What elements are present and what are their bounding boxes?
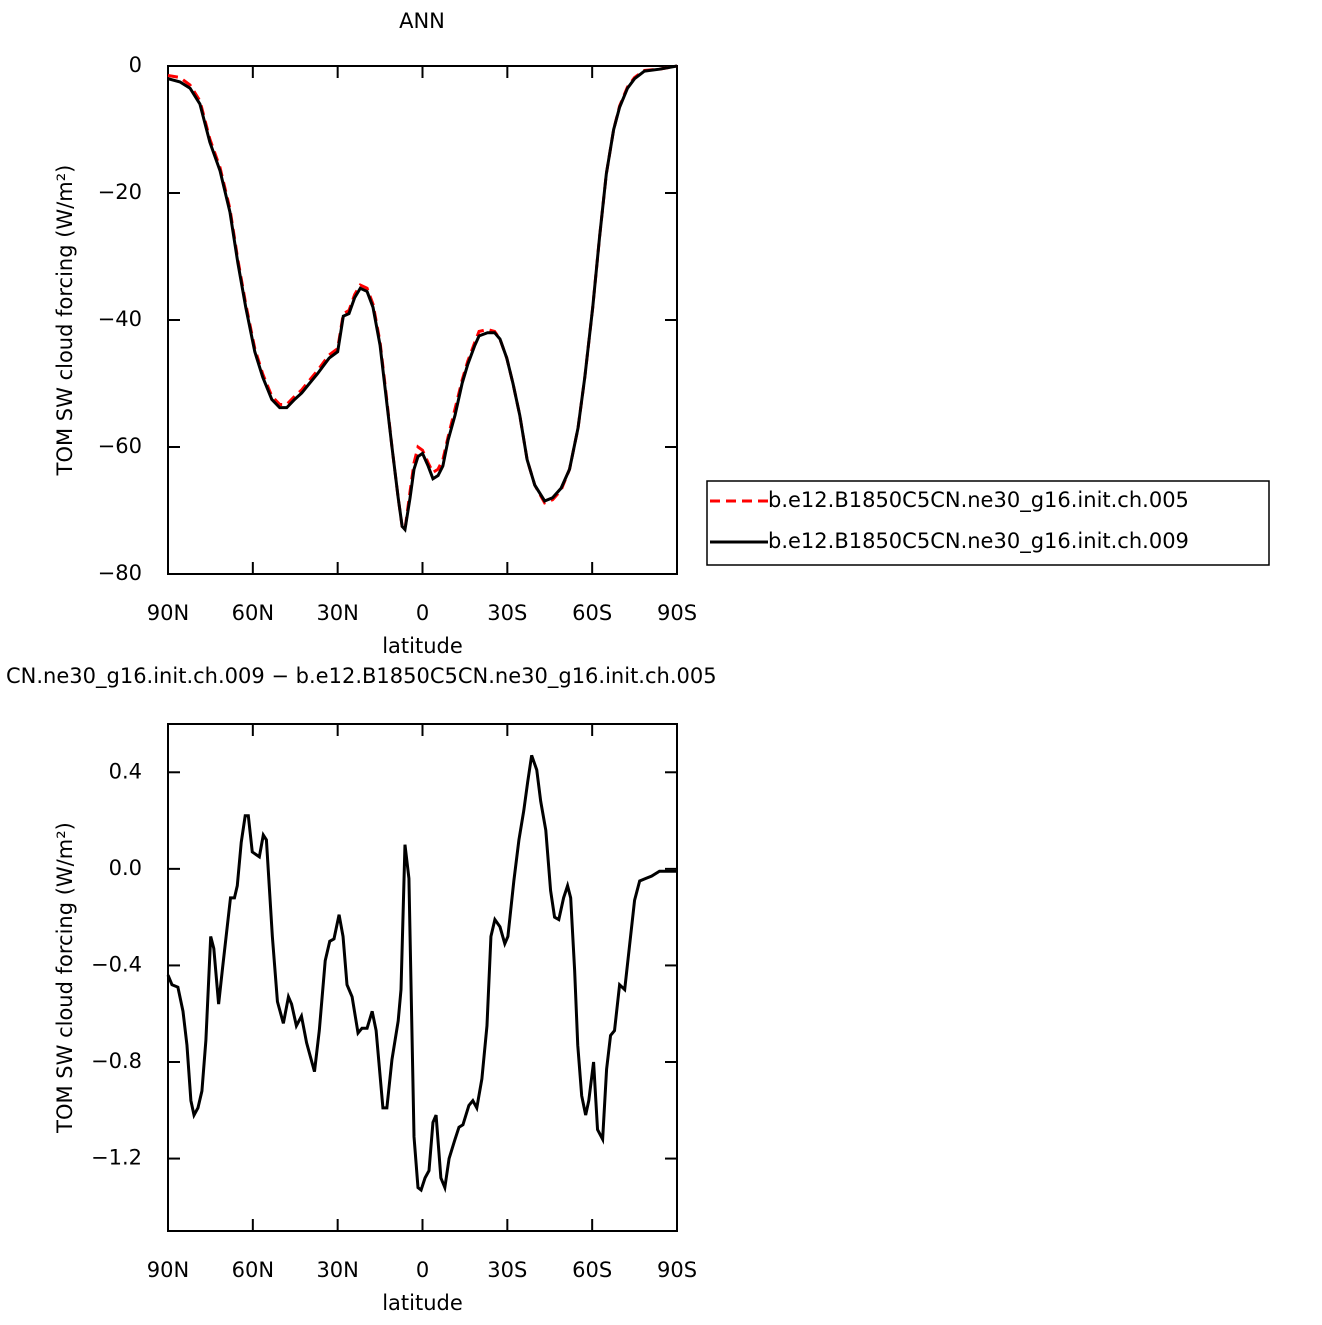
data-line <box>166 754 677 1194</box>
y-axis-label: TOM SW cloud forcing (W/m²) <box>53 822 77 1134</box>
x-tick-label: 60S <box>572 601 612 625</box>
x-tick-label: 90S <box>657 601 697 625</box>
x-tick-label: 30S <box>487 1258 527 1282</box>
chart-title: ANN <box>399 9 445 33</box>
x-tick-label: 30N <box>316 1258 358 1282</box>
y-tick-label: 0.0 <box>109 856 142 880</box>
plot-frame <box>167 65 678 575</box>
chart-title: CN.ne30_g16.init.ch.009 − b.e12.B1850C5C… <box>6 664 717 689</box>
y-tick-label: −0.4 <box>91 952 142 976</box>
legend-box <box>706 480 1270 566</box>
y-tick-label: −1.2 <box>91 1146 142 1170</box>
y-axis-label: TOM SW cloud forcing (W/m²) <box>53 165 77 477</box>
x-tick-label: 0 <box>416 1258 429 1282</box>
x-tick-label: 90N <box>147 1258 189 1282</box>
y-tick-label: 0.4 <box>109 759 142 783</box>
x-tick-label: 90N <box>147 601 189 625</box>
x-tick-label: 90S <box>657 1258 697 1282</box>
x-tick-label: 30S <box>487 601 527 625</box>
y-tick-label: −40 <box>98 307 142 331</box>
x-tick-label: 60N <box>232 1258 274 1282</box>
x-tick-label: 30N <box>316 601 358 625</box>
data-line <box>167 64 678 533</box>
legend-label: b.e12.B1850C5CN.ne30_g16.init.ch.009 <box>768 529 1189 554</box>
x-tick-label: 0 <box>416 601 429 625</box>
x-axis-label: latitude <box>382 1291 463 1315</box>
y-tick-label: 0 <box>129 53 142 77</box>
plot-frame <box>167 723 678 1232</box>
x-axis-label: latitude <box>382 634 463 658</box>
y-tick-label: −80 <box>98 561 142 585</box>
y-tick-label: −0.8 <box>91 1049 142 1073</box>
y-tick-label: −60 <box>98 434 142 458</box>
x-tick-label: 60S <box>572 1258 612 1282</box>
x-tick-label: 60N <box>232 601 274 625</box>
y-tick-label: −20 <box>98 180 142 204</box>
legend-label: b.e12.B1850C5CN.ne30_g16.init.ch.005 <box>768 488 1189 513</box>
